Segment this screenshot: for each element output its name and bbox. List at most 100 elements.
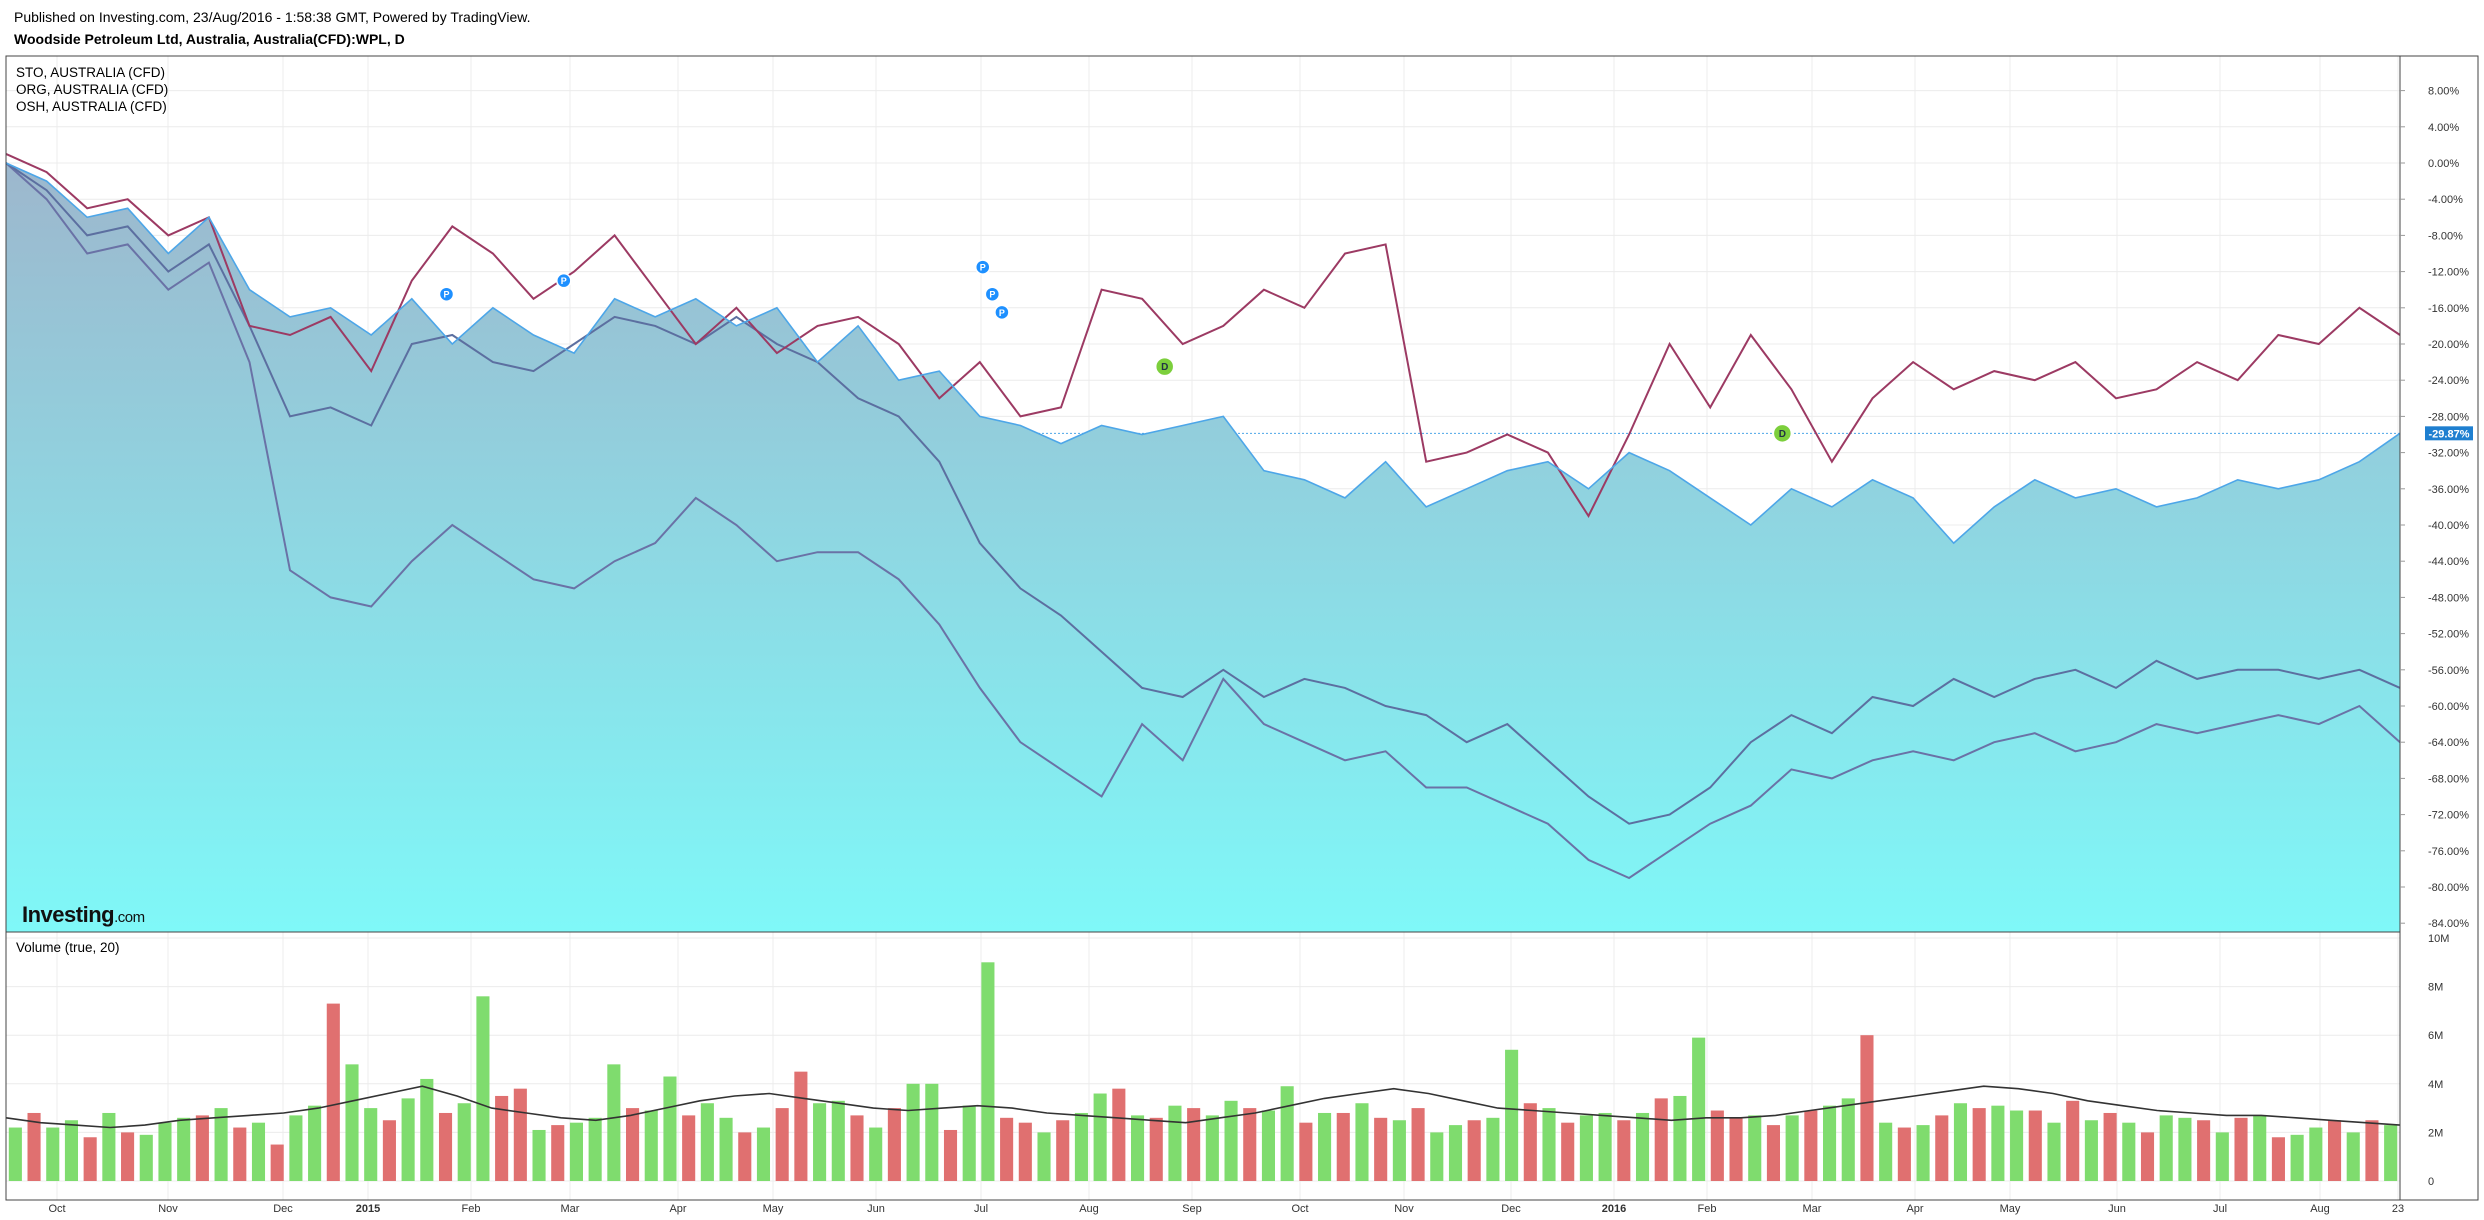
y-tick-label: -16.00%: [2428, 303, 2469, 315]
x-tick-label: Sep: [1182, 1203, 1202, 1215]
volume-bar: [1187, 1108, 1201, 1181]
volume-bar: [831, 1100, 845, 1181]
volume-bar: [326, 1003, 340, 1181]
x-tick-label: Dec: [1501, 1203, 1521, 1215]
volume-bar: [1692, 1037, 1706, 1181]
volume-bar: [251, 1122, 266, 1181]
volume-bar: [1935, 1115, 1949, 1181]
volume-bar: [1916, 1125, 1930, 1181]
panel-frames: [5, 55, 2479, 1201]
volume-bar: [1505, 1049, 1519, 1181]
volume-bar: [1037, 1132, 1051, 1181]
volume-bar: [1130, 1115, 1145, 1181]
volume-bar: [2215, 1132, 2229, 1181]
volume-bar: [1823, 1105, 1837, 1181]
volume-bar: [2365, 1120, 2379, 1181]
marker-circle: [556, 272, 572, 289]
volume-bar: [495, 1095, 509, 1181]
volume-bar: [1336, 1112, 1350, 1181]
x-tick-label: May: [2000, 1203, 2021, 1215]
marker-label: D: [1161, 362, 1168, 373]
volume-bar: [1430, 1132, 1444, 1181]
series-line-wpl: [5, 162, 2401, 545]
x-tick-label: Aug: [2310, 1203, 2330, 1215]
volume-tick-label: 2M: [2428, 1127, 2443, 1139]
volume-bar: [1860, 1035, 1874, 1181]
volume-bar: [700, 1103, 714, 1181]
volume-bar: [1000, 1117, 1014, 1181]
volume-bar: [1991, 1105, 2005, 1181]
volume-bar: [1897, 1127, 1911, 1181]
volume-bar: [1710, 1110, 1724, 1181]
volume-bar: [1486, 1117, 1500, 1181]
volume-bar: [1448, 1125, 1463, 1181]
x-tick-label: 2015: [356, 1203, 380, 1215]
volume-bar: [794, 1071, 808, 1181]
x-tick-label: 23: [2392, 1203, 2404, 1215]
y-tick-label: -4.00%: [2428, 194, 2463, 206]
x-tick-label: 2016: [1602, 1203, 1626, 1215]
volume-bar: [1579, 1115, 1593, 1181]
volume-bar: [476, 996, 490, 1181]
x-tick-label: Mar: [561, 1203, 580, 1215]
y-tick-label: -72.00%: [2428, 810, 2469, 822]
volume-bar: [1168, 1105, 1182, 1181]
legend-item-osh[interactable]: OSH, AUSTRALIA (CFD): [16, 99, 167, 114]
marker-circle: [994, 304, 1010, 321]
volume-bar: [1018, 1122, 1032, 1181]
legend-item-org[interactable]: ORG, AUSTRALIA (CFD): [16, 82, 169, 97]
y-tick-label: -64.00%: [2428, 737, 2469, 749]
volume-bar: [1673, 1095, 1687, 1181]
volume-bar: [270, 1144, 284, 1181]
axis-panel-frame: [2399, 55, 2479, 1201]
marker-circle: [975, 259, 991, 275]
volume-bar: [869, 1127, 883, 1181]
volume-bar: [308, 1105, 322, 1181]
volume-bar: [682, 1115, 696, 1181]
current-value-text: -29.87%: [2429, 428, 2470, 440]
volume-bar: [2309, 1127, 2323, 1181]
volume-label: Volume (true, 20): [16, 940, 120, 955]
dividend-marker: D: [1154, 356, 1175, 377]
event-marker-p: P: [438, 286, 455, 302]
x-tick-label: Jul: [2213, 1203, 2227, 1215]
y-tick-label: 4.00%: [2428, 122, 2459, 134]
volume-bar: [2271, 1137, 2285, 1181]
volume-bar: [64, 1120, 79, 1181]
legend-item-sto[interactable]: STO, AUSTRALIA (CFD): [16, 65, 166, 80]
volume-bar: [532, 1129, 546, 1181]
volume-tick-label: 8M: [2428, 982, 2443, 994]
volume-bar: [1093, 1093, 1107, 1181]
volume-bar: [139, 1134, 153, 1181]
volume-bar: [2178, 1117, 2192, 1181]
y-tick-label: -40.00%: [2428, 520, 2469, 532]
marker-label: P: [980, 263, 986, 273]
x-tick-label: Feb: [462, 1203, 481, 1215]
volume-bar: [364, 1108, 378, 1181]
volume-bar: [644, 1110, 658, 1181]
marker-label: P: [989, 290, 995, 300]
volume-bar: [83, 1137, 97, 1181]
y-tick-label: -80.00%: [2428, 882, 2469, 894]
marker-circle: [984, 286, 1001, 302]
volume-bar: [2253, 1115, 2267, 1181]
marker-circle: [1154, 356, 1175, 377]
x-tick-label: Feb: [1698, 1203, 1717, 1215]
y-tick-label: -36.00%: [2428, 484, 2469, 496]
volume-bar: [1598, 1112, 1612, 1181]
volume-bar: [626, 1108, 640, 1181]
investing-logo: Investing.com: [22, 902, 145, 928]
volume-bar: [1542, 1108, 1556, 1181]
volume-bar: [1392, 1120, 1406, 1181]
volume-bar: [513, 1088, 527, 1181]
marker-label: P: [999, 308, 1005, 318]
volume-bar: [27, 1112, 41, 1181]
volume-bar: [121, 1132, 135, 1181]
volume-bar: [2047, 1122, 2061, 1181]
y-tick-label: -56.00%: [2428, 665, 2469, 677]
marker-circle: [438, 286, 455, 302]
volume-bar: [2159, 1115, 2173, 1181]
x-tick-label: Mar: [1803, 1203, 1822, 1215]
volume-bar: [1243, 1108, 1257, 1181]
